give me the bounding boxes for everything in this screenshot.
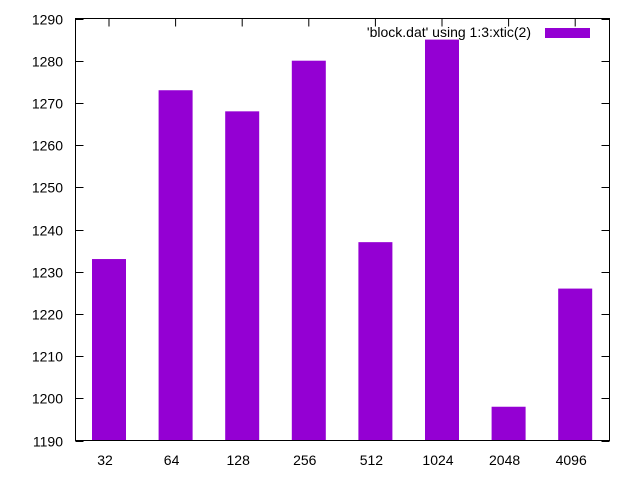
bar-512	[358, 242, 393, 441]
bars	[92, 39, 593, 441]
y-tick-label: 1200	[32, 391, 63, 407]
y-tick-label: 1230	[32, 265, 63, 281]
x-tick-label: 128	[227, 452, 251, 468]
bar-1024	[425, 39, 459, 441]
x-tick-label: 512	[360, 452, 384, 468]
bar-4096	[558, 288, 593, 441]
bar-128	[225, 111, 260, 441]
y-tick-label: 1280	[32, 54, 63, 70]
y-tick-label: 1190	[33, 434, 63, 450]
axis-ticks	[75, 18, 610, 442]
x-tick-label: 4096	[556, 452, 587, 468]
x-axis-tick-labels: 32 64 128 256 512 1024 2048 4096	[97, 452, 587, 468]
y-tick-label: 1260	[32, 138, 63, 154]
x-tick-label: 256	[293, 452, 317, 468]
bar-64	[158, 90, 193, 441]
x-tick-label: 64	[164, 452, 180, 468]
plot-frame	[75, 18, 610, 441]
x-tick-label: 1024	[422, 452, 453, 468]
bar-256	[291, 60, 326, 441]
y-axis-tick-labels: 1190 1200 1210 1220 1230 1240 1250 1260 1270 1280…	[32, 12, 63, 450]
y-tick-label: 1250	[32, 180, 63, 196]
legend: 'block.dat' using 1:3:xtic(2)	[367, 24, 590, 40]
y-tick-label: 1290	[32, 12, 63, 28]
y-tick-label: 1270	[32, 96, 63, 112]
bar-2048	[491, 406, 526, 441]
x-tick-label: 2048	[489, 452, 520, 468]
x-tick-label: 32	[97, 452, 113, 468]
legend-swatch	[545, 28, 590, 38]
y-tick-label: 1240	[32, 223, 63, 239]
legend-label: 'block.dat' using 1:3:xtic(2)	[367, 24, 531, 40]
bar-32	[92, 259, 126, 441]
y-tick-label: 1220	[32, 307, 63, 323]
y-tick-label: 1210	[32, 349, 63, 365]
